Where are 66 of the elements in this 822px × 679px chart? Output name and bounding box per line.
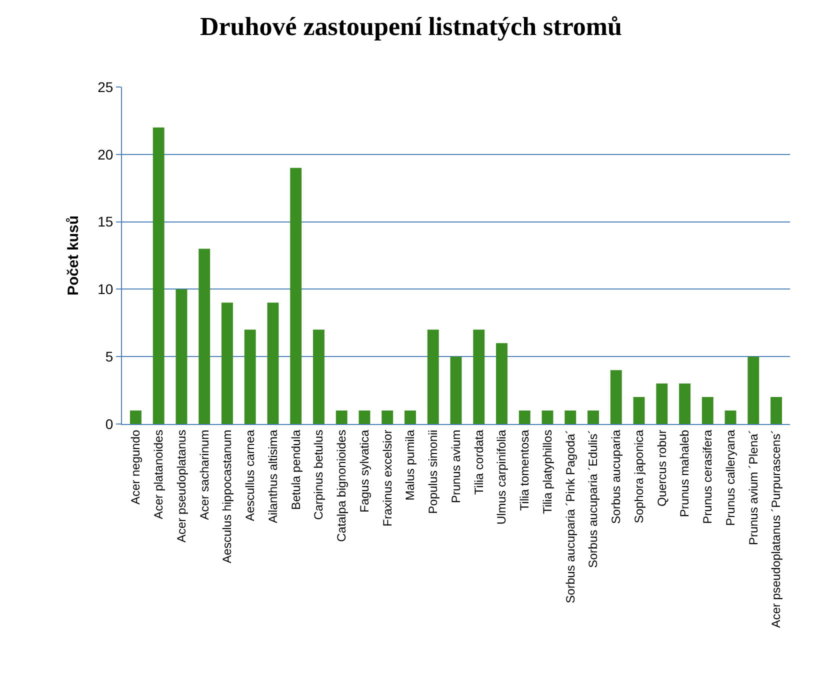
y-axis-title: Počet kusů — [64, 215, 82, 296]
bar — [358, 410, 370, 424]
x-tick-label: Prunus mahaleb — [678, 429, 692, 518]
y-tick-label: 25 — [98, 78, 114, 95]
x-tick-label: Acer pseudoplatanus ´Purpurascens´ — [769, 430, 784, 628]
x-tick-label: Prunus avium — [448, 430, 463, 504]
bar — [496, 343, 508, 424]
bar — [770, 397, 782, 424]
x-tick-label: Acer sacharinum — [197, 430, 212, 520]
bar — [748, 356, 760, 424]
bar — [313, 330, 324, 424]
x-tick-label: Aesculus hippocastanum — [220, 430, 234, 564]
x-tick-label: Ulmus carpinifolia — [494, 429, 509, 525]
bar — [130, 410, 142, 424]
bar — [176, 289, 188, 424]
bar — [518, 410, 530, 424]
bar — [290, 168, 302, 424]
y-tick-label: 5 — [105, 348, 114, 364]
x-tick-label: Acer negundo — [128, 429, 143, 505]
x-tick-label: Fagus sylvatica — [357, 429, 372, 513]
bar — [610, 370, 622, 424]
bar — [336, 410, 348, 424]
y-tick-label: 15 — [98, 214, 114, 230]
bar — [152, 127, 164, 424]
bar — [222, 302, 233, 424]
x-tick-label: Betula pendula — [288, 429, 303, 510]
x-tick-label: Quercus robur — [654, 430, 669, 507]
y-tick-label: 20 — [98, 146, 114, 162]
bar — [404, 410, 416, 424]
bar — [724, 410, 736, 424]
x-tick-label: Sophora japonica — [632, 429, 646, 524]
bar — [473, 330, 485, 424]
x-tick-label: Malus pumila — [403, 429, 418, 501]
chart-title: Druhové zastoupení listnatých stromů — [200, 12, 622, 42]
bar — [564, 410, 576, 424]
x-tick-label: Fraxinus excelsior — [380, 430, 394, 527]
y-tick-label: 0 — [105, 416, 114, 432]
x-tick-label: Tilia tomentosa — [518, 429, 532, 511]
bar — [450, 356, 462, 424]
x-tick-label: Acer pseudoplatanus — [174, 430, 188, 543]
x-tick-label: Prunus calleryana — [723, 429, 738, 526]
x-tick-label: Acer platanoides — [152, 430, 166, 520]
x-tick-label: Prunus avium ´Plena´ — [746, 430, 760, 546]
bar — [588, 410, 599, 424]
bar — [267, 302, 279, 424]
x-tick-label: Ailanthus altisima — [266, 429, 280, 524]
x-tick-label: Sorbus aucuparia ´Pink Pagoda´ — [563, 430, 578, 604]
x-tick-label: Carpinus betulus — [312, 430, 326, 520]
bar — [427, 330, 439, 424]
bar — [679, 384, 690, 424]
x-tick-label: Prunus cerasifera — [700, 429, 715, 524]
bar — [244, 330, 256, 424]
y-tick-label: 10 — [98, 281, 114, 298]
x-tick-label: Tilia cordata — [472, 429, 486, 495]
x-tick-label: Sorbus aucuparia — [609, 429, 624, 524]
x-tick-label: Catalpa bignonioides — [334, 430, 349, 542]
x-tick-label: Tilia platyphillos — [540, 430, 554, 514]
x-tick-label: Populus simonii — [426, 430, 440, 514]
bar — [633, 397, 645, 424]
bar — [542, 410, 554, 424]
bar — [656, 384, 668, 424]
bar — [198, 248, 210, 424]
bar — [382, 410, 394, 424]
bar — [702, 397, 714, 424]
x-tick-label: Sorbus aucuparia ´Edulis´ — [586, 430, 600, 568]
x-tick-label: Aescullus carnea — [243, 429, 258, 522]
